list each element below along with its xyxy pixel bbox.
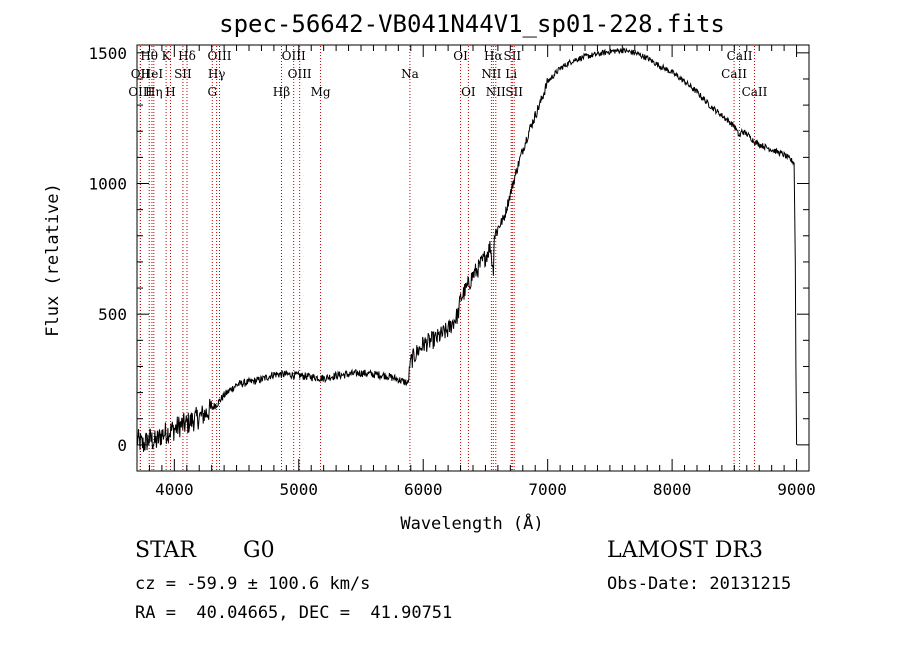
y-tick-label: 0 bbox=[117, 436, 127, 455]
spectral-line-label: SII bbox=[505, 85, 523, 99]
x-tick-label: 6000 bbox=[404, 480, 443, 499]
x-tick-label: 5000 bbox=[280, 480, 319, 499]
spectral-line-label: CaII bbox=[721, 67, 747, 81]
spectral-line-label: Hη bbox=[145, 85, 163, 99]
spectrum-line bbox=[136, 47, 798, 452]
spectral-line-label: SII bbox=[174, 67, 192, 81]
object-type: STAR bbox=[135, 538, 196, 563]
y-tick-label: 500 bbox=[98, 305, 127, 324]
x-tick-label: 4000 bbox=[155, 480, 194, 499]
x-tick-label: 7000 bbox=[528, 480, 567, 499]
spectral-line-label: K bbox=[162, 49, 172, 63]
observation-date: Obs-Date: 20131215 bbox=[607, 574, 792, 594]
survey-name: LAMOST DR3 bbox=[607, 538, 763, 563]
spectral-line-label: G bbox=[207, 85, 217, 99]
spectral-line-markers bbox=[139, 46, 755, 470]
spectral-line-label: H bbox=[165, 85, 175, 99]
axis-ticks: 4000 5000 6000 7000 8000 9000 0 500 1000 1500 bbox=[88, 44, 815, 499]
spectral-line-label: Hβ bbox=[273, 85, 290, 99]
y-axis-label: Flux (relative) bbox=[43, 183, 63, 337]
y-tick-label: 1000 bbox=[88, 175, 127, 194]
x-tick-label: 8000 bbox=[653, 480, 692, 499]
x-axis-label: Wavelength (Å) bbox=[400, 512, 543, 534]
spectral-line-label: Hδ bbox=[178, 49, 196, 63]
object-subclass: G0 bbox=[243, 538, 275, 563]
x-tick-label: 9000 bbox=[777, 480, 816, 499]
spectral-line-label: OIII bbox=[207, 49, 231, 63]
spectral-line-label: NII bbox=[486, 85, 506, 99]
spectral-line-label: OI bbox=[453, 49, 468, 63]
spectral-line-label: OIII bbox=[288, 67, 312, 81]
ra-dec-coordinates: RA = 40.04665, DEC = 41.90751 bbox=[135, 603, 453, 623]
spectral-line-label: CaII bbox=[742, 85, 768, 99]
spectral-line-label: OIII bbox=[128, 85, 152, 99]
spectral-line-label: Hα bbox=[484, 49, 503, 63]
spectral-line-label: CaII bbox=[727, 49, 753, 63]
spectral-line-label: Li bbox=[505, 67, 517, 81]
spectral-line-label: Mg bbox=[311, 85, 331, 99]
spectral-line-label: HeI bbox=[141, 67, 164, 81]
chart-title: spec-56642-VB041N44V1_sp01-228.fits bbox=[219, 10, 725, 38]
spectral-line-label: Hγ bbox=[208, 67, 226, 81]
spectral-line-label: OII bbox=[131, 67, 151, 81]
spectral-line-label: Na bbox=[401, 67, 419, 81]
spectral-line-label: NII bbox=[481, 67, 501, 81]
redshift-velocity: cz = -59.9 ± 100.6 km/s bbox=[135, 574, 371, 594]
spectral-line-label: SII bbox=[503, 49, 521, 63]
spectral-line-label: OIII bbox=[282, 49, 306, 63]
plot-frame bbox=[136, 44, 810, 472]
spectrum-layer bbox=[136, 47, 798, 452]
spectral-line-label: Hθ bbox=[140, 49, 158, 63]
spectral-line-label: OI bbox=[461, 85, 476, 99]
y-tick-label: 1500 bbox=[88, 44, 127, 63]
